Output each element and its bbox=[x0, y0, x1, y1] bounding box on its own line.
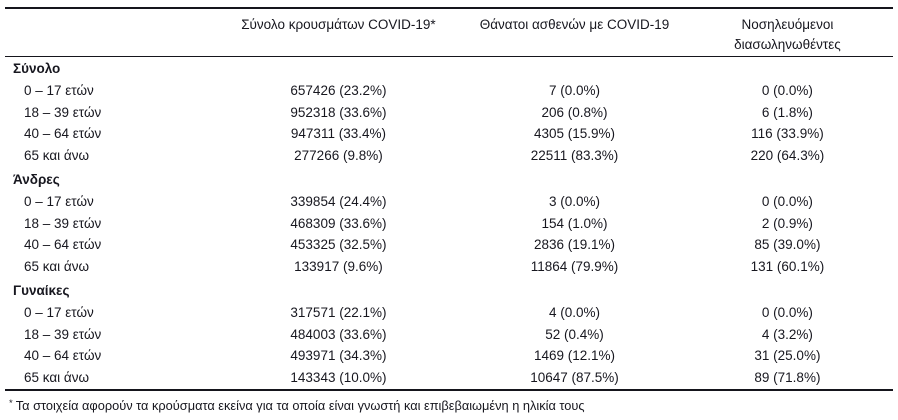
intubated-cell: 89 (71.8%) bbox=[754, 370, 821, 386]
age-group-label: 65 και άνω bbox=[24, 370, 90, 386]
cases-cell: 493971 (34.3%) bbox=[290, 348, 387, 364]
header-intubated: Νοσηλευόμενοι διασωληνωθέντες bbox=[681, 8, 893, 57]
deaths-cell: 4305 (15.9%) bbox=[533, 126, 616, 142]
age-group-label: 18 – 39 ετών bbox=[24, 326, 102, 342]
intubated-cell: 0 (0.0%) bbox=[761, 82, 813, 98]
table-row: 0 – 17 ετών 339854 (24.4%) 3 (0.0%) 0 (0… bbox=[5, 191, 893, 213]
footnote: * Τα στοιχεία αφορούν τα κρούσματα εκείνα… bbox=[9, 398, 893, 413]
section-row-women: Γυναίκες bbox=[5, 278, 893, 302]
cases-cell: 453325 (32.5%) bbox=[290, 237, 387, 253]
age-group-label: 40 – 64 ετών bbox=[24, 348, 102, 364]
section-row-total: Σύνολο bbox=[5, 56, 893, 80]
cases-cell: 133917 (9.6%) bbox=[294, 259, 383, 275]
age-group-label: 0 – 17 ετών bbox=[24, 82, 94, 98]
deaths-cell: 11864 (79.9%) bbox=[530, 259, 619, 275]
header-empty-cell bbox=[5, 8, 210, 57]
cases-cell: 484003 (33.6%) bbox=[290, 326, 387, 342]
table-row: 65 και άνω 133917 (9.6%) 11864 (79.9%) 1… bbox=[5, 257, 893, 279]
age-group-label: 40 – 64 ετών bbox=[24, 126, 102, 142]
table-row: 40 – 64 ετών 493971 (34.3%) 1469 (12.1%)… bbox=[5, 346, 893, 368]
deaths-cell: 4 (0.0%) bbox=[548, 304, 600, 320]
age-group-label: 0 – 17 ετών bbox=[24, 304, 94, 320]
deaths-cell: 154 (1.0%) bbox=[541, 215, 608, 231]
header-deaths-label: Θάνατοι ασθενών με COVID-19 bbox=[479, 17, 670, 32]
table-row: 18 – 39 ετών 484003 (33.6%) 52 (0.4%) 4 … bbox=[5, 324, 893, 346]
intubated-cell: 2 (0.9%) bbox=[761, 215, 813, 231]
intubated-cell: 85 (39.0%) bbox=[754, 237, 821, 253]
table-row: 65 και άνω 143343 (10.0%) 10647 (87.5%) … bbox=[5, 368, 893, 391]
age-group-label: 0 – 17 ετών bbox=[24, 193, 94, 209]
section-label-men: Άνδρες bbox=[13, 171, 60, 187]
intubated-cell: 31 (25.0%) bbox=[754, 348, 821, 364]
cases-cell: 468309 (33.6%) bbox=[290, 215, 387, 231]
intubated-cell: 6 (1.8%) bbox=[761, 104, 813, 120]
deaths-cell: 22511 (83.3%) bbox=[530, 148, 619, 164]
deaths-cell: 10647 (87.5%) bbox=[530, 370, 619, 386]
age-group-label: 65 και άνω bbox=[24, 259, 90, 275]
table-row: 0 – 17 ετών 317571 (22.1%) 4 (0.0%) 0 (0… bbox=[5, 302, 893, 324]
intubated-cell: 116 (33.9%) bbox=[751, 126, 824, 142]
age-group-label: 18 – 39 ετών bbox=[24, 215, 102, 231]
intubated-cell: 131 (60.1%) bbox=[750, 259, 825, 275]
section-row-men: Άνδρες bbox=[5, 167, 893, 191]
table-row: 40 – 64 ετών 453325 (32.5%) 2836 (19.1%)… bbox=[5, 235, 893, 257]
header-cases: Σύνολο κρουσμάτων COVID-19* bbox=[209, 8, 468, 57]
intubated-cell: 220 (64.3%) bbox=[750, 148, 825, 164]
header-deaths: Θάνατοι ασθενών με COVID-19 bbox=[467, 8, 682, 57]
cases-cell: 657426 (23.2%) bbox=[290, 82, 387, 98]
cases-cell: 317571 (22.1%) bbox=[290, 304, 387, 320]
cases-cell: 952318 (33.6%) bbox=[290, 104, 387, 120]
table-body: Σύνολο 0 – 17 ετών 657426 (23.2%) 7 (0.0… bbox=[5, 56, 893, 390]
section-label-total: Σύνολο bbox=[13, 60, 61, 76]
table-row: 40 – 64 ετών 947311 (33.4%) 4305 (15.9%)… bbox=[5, 124, 893, 146]
footnote-asterisk: * bbox=[9, 398, 13, 410]
footnote-text: Τα στοιχεία αφορούν τα κρούσματα εκείνα … bbox=[15, 398, 585, 414]
intubated-cell: 4 (3.2%) bbox=[761, 326, 813, 342]
table-row: 65 και άνω 277266 (9.8%) 22511 (83.3%) 2… bbox=[5, 146, 893, 168]
cases-cell: 947311 (33.4%) bbox=[290, 126, 386, 142]
deaths-cell: 206 (0.8%) bbox=[541, 104, 608, 120]
table-row: 18 – 39 ετών 952318 (33.6%) 206 (0.8%) 6… bbox=[5, 102, 893, 124]
covid-statistics-table: Σύνολο κρουσμάτων COVID-19* Θάνατοι ασθε… bbox=[5, 7, 893, 392]
table-row: 0 – 17 ετών 657426 (23.2%) 7 (0.0%) 0 (0… bbox=[5, 80, 893, 102]
header-row: Σύνολο κρουσμάτων COVID-19* Θάνατοι ασθε… bbox=[5, 8, 893, 57]
cases-cell: 277266 (9.8%) bbox=[294, 148, 383, 164]
section-label-women: Γυναίκες bbox=[13, 282, 70, 298]
age-group-label: 65 και άνω bbox=[24, 148, 90, 164]
intubated-cell: 0 (0.0%) bbox=[761, 304, 813, 320]
deaths-cell: 1469 (12.1%) bbox=[533, 348, 616, 364]
cases-cell: 143343 (10.0%) bbox=[290, 370, 387, 386]
header-intubated-label: Νοσηλευόμενοι διασωληνωθέντες bbox=[734, 17, 841, 53]
deaths-cell: 52 (0.4%) bbox=[545, 326, 604, 342]
age-group-label: 18 – 39 ετών bbox=[24, 104, 102, 120]
cases-cell: 339854 (24.4%) bbox=[290, 193, 387, 209]
table-header: Σύνολο κρουσμάτων COVID-19* Θάνατοι ασθε… bbox=[5, 8, 893, 57]
age-group-label: 40 – 64 ετών bbox=[24, 237, 102, 253]
deaths-cell: 7 (0.0%) bbox=[548, 82, 600, 98]
deaths-cell: 3 (0.0%) bbox=[548, 193, 600, 209]
header-cases-label: Σύνολο κρουσμάτων COVID-19* bbox=[241, 17, 436, 32]
table-row: 18 – 39 ετών 468309 (33.6%) 154 (1.0%) 2… bbox=[5, 213, 893, 235]
intubated-cell: 0 (0.0%) bbox=[761, 193, 813, 209]
deaths-cell: 2836 (19.1%) bbox=[533, 237, 616, 253]
